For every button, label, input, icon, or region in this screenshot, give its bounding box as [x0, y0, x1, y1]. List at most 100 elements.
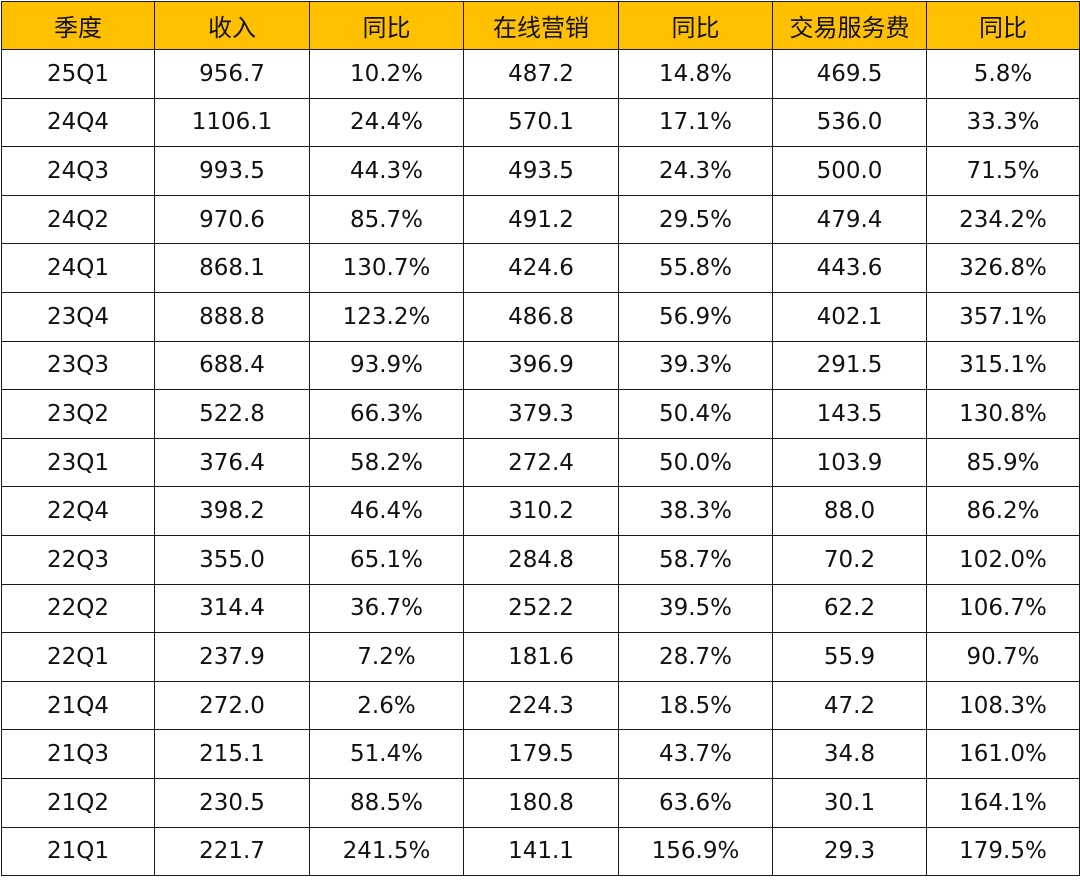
- cell-quarter: 23Q2: [1, 389, 155, 439]
- cell-transaction-fee: 29.3: [772, 826, 927, 877]
- cell-revenue-yoy: 85.7%: [309, 194, 464, 245]
- cell-transaction-fee-yoy: 33.3%: [926, 97, 1080, 148]
- cell-transaction-fee-yoy: 86.2%: [926, 486, 1080, 536]
- cell-revenue: 888.8: [154, 291, 310, 342]
- cell-transaction-fee-yoy: 164.1%: [926, 777, 1080, 828]
- cell-revenue: 398.2: [154, 486, 310, 536]
- cell-transaction-fee: 55.9: [772, 632, 927, 682]
- header-row: 季度 收入 同比 在线营销 同比 交易服务费 同比: [1, 1, 1080, 50]
- cell-transaction-fee: 402.1: [772, 291, 927, 342]
- cell-quarter: 21Q1: [1, 826, 155, 877]
- cell-transaction-fee: 500.0: [772, 146, 927, 196]
- cell-transaction-fee-yoy: 90.7%: [926, 632, 1080, 682]
- cell-transaction-fee-yoy: 130.8%: [926, 389, 1080, 439]
- cell-revenue-yoy: 65.1%: [309, 534, 464, 585]
- cell-revenue: 970.6: [154, 194, 310, 245]
- cell-revenue: 230.5: [154, 777, 310, 828]
- cell-online-marketing: 487.2: [463, 49, 619, 99]
- cell-transaction-fee: 443.6: [772, 243, 927, 293]
- cell-online-marketing-yoy: 50.4%: [618, 389, 773, 439]
- header-revenue-yoy: 同比: [309, 1, 464, 50]
- table-row: 23Q3 688.4 93.9% 396.9 39.3% 291.5 315.1%: [1, 340, 1080, 391]
- cell-transaction-fee-yoy: 179.5%: [926, 826, 1080, 877]
- cell-online-marketing-yoy: 55.8%: [618, 243, 773, 293]
- table-row: 21Q2 230.5 88.5% 180.8 63.6% 30.1 164.1%: [1, 777, 1080, 828]
- cell-transaction-fee: 30.1: [772, 777, 927, 828]
- cell-transaction-fee-yoy: 71.5%: [926, 146, 1080, 196]
- cell-revenue-yoy: 2.6%: [309, 680, 464, 731]
- cell-quarter: 23Q1: [1, 437, 155, 488]
- cell-online-marketing-yoy: 56.9%: [618, 291, 773, 342]
- header-online-marketing: 在线营销: [463, 1, 619, 50]
- cell-transaction-fee-yoy: 326.8%: [926, 243, 1080, 293]
- cell-quarter: 22Q3: [1, 534, 155, 585]
- table-row: 21Q4 272.0 2.6% 224.3 18.5% 47.2 108.3%: [1, 680, 1080, 731]
- cell-revenue: 868.1: [154, 243, 310, 293]
- cell-transaction-fee: 291.5: [772, 340, 927, 391]
- cell-online-marketing: 379.3: [463, 389, 619, 439]
- cell-online-marketing: 396.9: [463, 340, 619, 391]
- cell-quarter: 23Q4: [1, 291, 155, 342]
- table-row: 24Q1 868.1 130.7% 424.6 55.8% 443.6 326.8%: [1, 243, 1080, 293]
- table-row: 22Q2 314.4 36.7% 252.2 39.5% 62.2 106.7%: [1, 583, 1080, 634]
- cell-online-marketing-yoy: 43.7%: [618, 729, 773, 779]
- cell-transaction-fee: 103.9: [772, 437, 927, 488]
- table-row: 22Q4 398.2 46.4% 310.2 38.3% 88.0 86.2%: [1, 486, 1080, 536]
- cell-quarter: 22Q2: [1, 583, 155, 634]
- table-row: 22Q1 237.9 7.2% 181.6 28.7% 55.9 90.7%: [1, 632, 1080, 682]
- cell-online-marketing-yoy: 17.1%: [618, 97, 773, 148]
- cell-transaction-fee-yoy: 315.1%: [926, 340, 1080, 391]
- header-revenue: 收入: [154, 1, 310, 50]
- cell-revenue-yoy: 123.2%: [309, 291, 464, 342]
- cell-transaction-fee: 469.5: [772, 49, 927, 99]
- cell-online-marketing: 141.1: [463, 826, 619, 877]
- table-row: 23Q4 888.8 123.2% 486.8 56.9% 402.1 357.1%: [1, 291, 1080, 342]
- table-body: 25Q1 956.7 10.2% 487.2 14.8% 469.5 5.8% 24Q4 110…: [1, 49, 1080, 877]
- cell-online-marketing-yoy: 28.7%: [618, 632, 773, 682]
- cell-revenue-yoy: 88.5%: [309, 777, 464, 828]
- cell-revenue: 688.4: [154, 340, 310, 391]
- table-header: 季度 收入 同比 在线营销 同比 交易服务费 同比: [1, 1, 1080, 50]
- cell-online-marketing: 493.5: [463, 146, 619, 196]
- cell-quarter: 21Q3: [1, 729, 155, 779]
- header-transaction-fee: 交易服务费: [772, 1, 927, 50]
- cell-revenue-yoy: 241.5%: [309, 826, 464, 877]
- cell-online-marketing: 224.3: [463, 680, 619, 731]
- cell-online-marketing: 486.8: [463, 291, 619, 342]
- cell-revenue-yoy: 36.7%: [309, 583, 464, 634]
- cell-transaction-fee: 47.2: [772, 680, 927, 731]
- cell-transaction-fee: 34.8: [772, 729, 927, 779]
- cell-revenue-yoy: 93.9%: [309, 340, 464, 391]
- cell-quarter: 24Q4: [1, 97, 155, 148]
- cell-revenue: 993.5: [154, 146, 310, 196]
- table-row: 24Q4 1106.1 24.4% 570.1 17.1% 536.0 33.3%: [1, 97, 1080, 148]
- cell-transaction-fee-yoy: 161.0%: [926, 729, 1080, 779]
- cell-online-marketing-yoy: 63.6%: [618, 777, 773, 828]
- table-row: 25Q1 956.7 10.2% 487.2 14.8% 469.5 5.8%: [1, 49, 1080, 99]
- cell-online-marketing: 570.1: [463, 97, 619, 148]
- cell-online-marketing-yoy: 29.5%: [618, 194, 773, 245]
- cell-revenue-yoy: 130.7%: [309, 243, 464, 293]
- cell-transaction-fee-yoy: 5.8%: [926, 49, 1080, 99]
- cell-transaction-fee: 88.0: [772, 486, 927, 536]
- table-row: 23Q1 376.4 58.2% 272.4 50.0% 103.9 85.9%: [1, 437, 1080, 488]
- cell-revenue-yoy: 51.4%: [309, 729, 464, 779]
- table-row: 21Q3 215.1 51.4% 179.5 43.7% 34.8 161.0%: [1, 729, 1080, 779]
- cell-online-marketing-yoy: 156.9%: [618, 826, 773, 877]
- table-row: 24Q2 970.6 85.7% 491.2 29.5% 479.4 234.2%: [1, 194, 1080, 245]
- cell-revenue: 314.4: [154, 583, 310, 634]
- cell-quarter: 22Q1: [1, 632, 155, 682]
- cell-revenue: 237.9: [154, 632, 310, 682]
- cell-quarter: 21Q4: [1, 680, 155, 731]
- cell-online-marketing-yoy: 58.7%: [618, 534, 773, 585]
- cell-online-marketing: 181.6: [463, 632, 619, 682]
- cell-quarter: 24Q2: [1, 194, 155, 245]
- header-quarter: 季度: [1, 1, 155, 50]
- cell-transaction-fee: 62.2: [772, 583, 927, 634]
- cell-revenue: 272.0: [154, 680, 310, 731]
- cell-online-marketing-yoy: 14.8%: [618, 49, 773, 99]
- table-row: 23Q2 522.8 66.3% 379.3 50.4% 143.5 130.8%: [1, 389, 1080, 439]
- cell-transaction-fee: 536.0: [772, 97, 927, 148]
- cell-quarter: 25Q1: [1, 49, 155, 99]
- header-transaction-fee-yoy: 同比: [926, 1, 1080, 50]
